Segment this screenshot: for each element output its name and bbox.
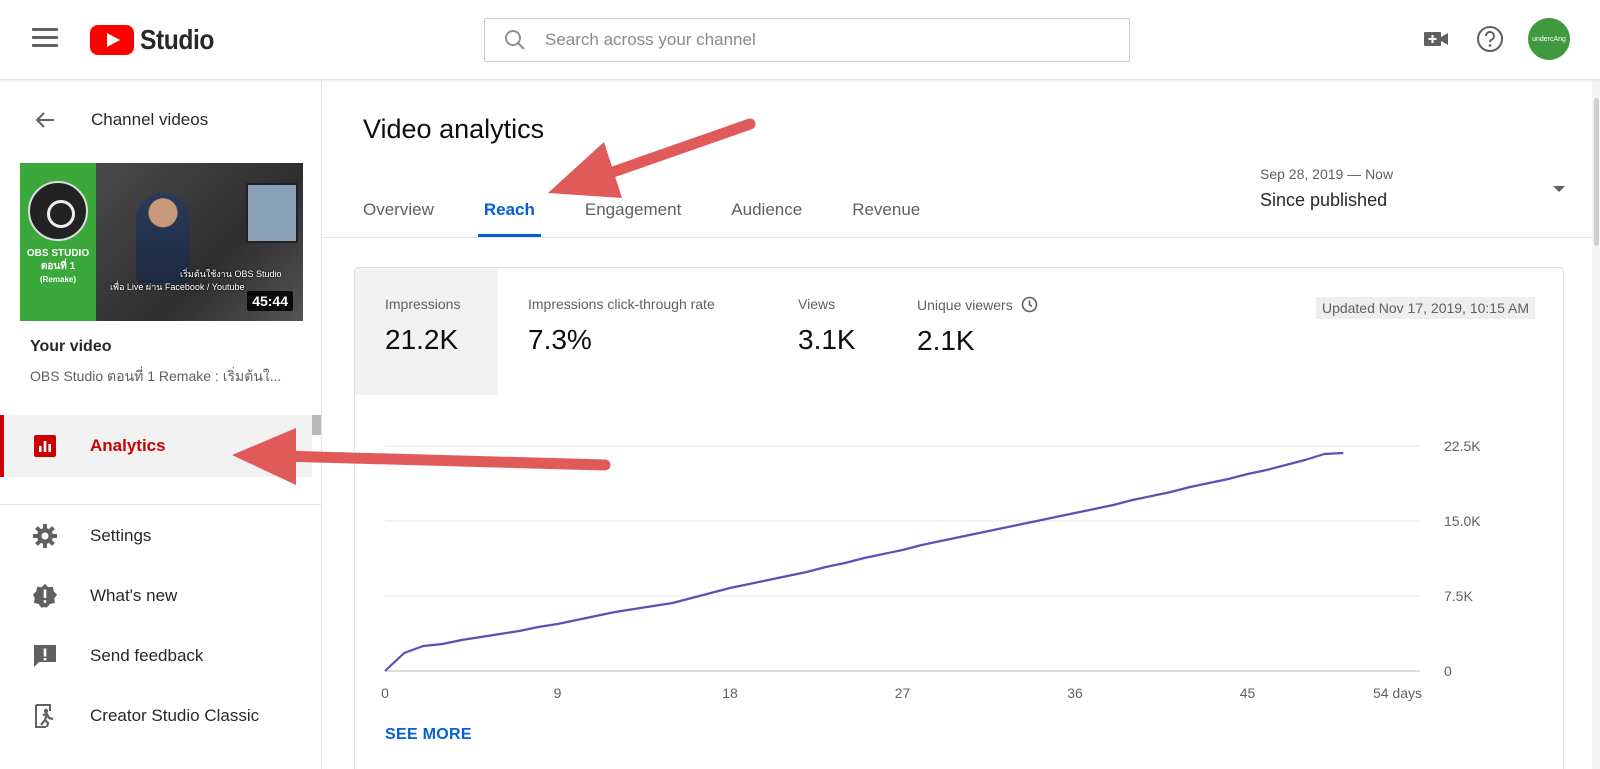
exit-icon xyxy=(32,703,58,729)
metric-impressions[interactable]: Impressions 21.2K xyxy=(385,296,460,356)
search-icon[interactable] xyxy=(485,28,545,52)
see-more-link[interactable]: SEE MORE xyxy=(385,726,472,743)
top-bar: Studio undercAng xyxy=(0,0,1600,80)
studio-logo[interactable]: Studio xyxy=(90,22,224,58)
impressions-series-line xyxy=(384,451,1344,672)
sidebar-item-creator-studio-classic[interactable]: Creator Studio Classic xyxy=(0,688,321,744)
help-icon[interactable] xyxy=(1474,23,1506,55)
thumbnail-person xyxy=(136,193,190,283)
create-video-icon[interactable] xyxy=(1420,23,1452,55)
sidebar-item-whats-new[interactable]: What's new xyxy=(0,568,321,624)
video-duration-badge: 45:44 xyxy=(247,291,293,311)
feedback-icon xyxy=(32,643,58,669)
metric-unique-viewers[interactable]: Unique viewers 2.1K xyxy=(917,296,1038,357)
video-title[interactable]: OBS Studio ตอนที่ 1 Remake : เริ่มต้นใ..… xyxy=(30,368,282,384)
thumbnail-obs-text: OBS STUDIO ตอนที่ 1 (Remake) xyxy=(20,247,96,286)
x-tick-label: 18 xyxy=(722,685,738,701)
thumbnail-monitor xyxy=(246,183,298,243)
thumbnail-text-3: (Remake) xyxy=(39,275,76,284)
back-arrow-icon[interactable] xyxy=(33,107,59,133)
x-tick-label: 0 xyxy=(381,685,389,701)
x-tick-label: 9 xyxy=(554,685,562,701)
tabs-divider xyxy=(322,237,1592,238)
page-scrollbar-track[interactable] xyxy=(1592,80,1600,769)
tab-reach[interactable]: Reach xyxy=(477,185,541,237)
video-thumbnail[interactable]: OBS STUDIO ตอนที่ 1 (Remake) เริ่มต้นใช้… xyxy=(20,163,303,321)
date-range-label: Since published xyxy=(1260,190,1388,210)
dropdown-caret-icon xyxy=(1553,186,1565,192)
metric-ctr-label: Impressions click-through rate xyxy=(528,296,715,312)
page-title: Video analytics xyxy=(363,114,545,144)
thumbnail-scene xyxy=(96,163,303,321)
thumbnail-obs-panel: OBS STUDIO ตอนที่ 1 (Remake) xyxy=(20,163,96,321)
tab-engagement[interactable]: Engagement xyxy=(584,200,682,219)
sidebar-item-send-feedback-label: Send feedback xyxy=(90,646,204,665)
hamburger-menu-icon[interactable] xyxy=(32,28,58,50)
metric-views[interactable]: Views 3.1K xyxy=(798,296,856,356)
impressions-line-chart: 0 7.5K 15.0K 22.5K 0 9 18 27 36 45 54 days xyxy=(381,438,1481,701)
y-tick-label: 22.5K xyxy=(1444,438,1481,454)
your-video-label: Your video xyxy=(30,338,112,355)
sidebar-item-settings[interactable]: Settings xyxy=(0,508,321,564)
metric-unique-viewers-value: 2.1K xyxy=(917,325,975,356)
x-tick-label: 45 xyxy=(1240,685,1256,701)
account-avatar[interactable]: undercAng xyxy=(1528,18,1570,60)
youtube-play-icon xyxy=(90,25,134,55)
analytics-chart-icon xyxy=(32,433,58,459)
y-tick-label: 7.5K xyxy=(1444,588,1473,604)
sidebar-divider xyxy=(0,504,321,505)
metric-views-label: Views xyxy=(798,296,836,312)
metric-impressions-value: 21.2K xyxy=(385,324,459,355)
gear-icon xyxy=(32,523,58,549)
sidebar-item-send-feedback[interactable]: Send feedback xyxy=(0,628,321,684)
metric-impressions-label: Impressions xyxy=(385,296,461,312)
tab-audience[interactable]: Audience xyxy=(731,200,803,219)
updated-timestamp: Updated Nov 17, 2019, 10:15 AM xyxy=(1315,297,1535,319)
metric-unique-viewers-label-row: Unique viewers xyxy=(917,296,1038,313)
metric-unique-viewers-label: Unique viewers xyxy=(917,296,1013,313)
analytics-tabs: Overview Reach Engagement Audience Reven… xyxy=(363,185,970,237)
sidebar-scrollbar[interactable] xyxy=(312,415,321,435)
search-box[interactable] xyxy=(484,18,1130,62)
tab-overview[interactable]: Overview xyxy=(363,200,434,219)
x-tick-label: 27 xyxy=(895,685,911,701)
thumbnail-caption: เริ่มต้นใช้งาน OBS Studio เพื่อ Live ผ่า… xyxy=(110,268,281,294)
sidebar-item-analytics[interactable]: Analytics xyxy=(0,415,312,477)
date-range-dropdown[interactable]: Sep 28, 2019 — Now Since published xyxy=(1260,166,1565,218)
page-scrollbar-thumb[interactable] xyxy=(1594,98,1599,246)
obs-logo-icon xyxy=(28,181,88,241)
thumbnail-caption-1: เริ่มต้นใช้งาน OBS Studio xyxy=(180,269,282,279)
search-input[interactable] xyxy=(545,30,1129,50)
sidebar: Channel videos OBS STUDIO ตอนที่ 1 (Rema… xyxy=(0,80,322,769)
active-metric-highlight xyxy=(355,268,498,395)
thumbnail-text-1: OBS STUDIO xyxy=(26,248,90,259)
main-content: Video analytics Overview Reach Engagemen… xyxy=(322,80,1592,769)
metric-ctr-value: 7.3% xyxy=(528,324,592,355)
clock-icon xyxy=(1021,296,1038,313)
avatar-text: undercAng xyxy=(1532,35,1566,43)
metric-views-value: 3.1K xyxy=(798,324,856,355)
logo-text: Studio xyxy=(140,24,215,55)
back-label: Channel videos xyxy=(91,110,209,129)
y-tick-label: 15.0K xyxy=(1444,513,1481,529)
y-tick-label: 0 xyxy=(1444,663,1452,679)
tab-revenue[interactable]: Revenue xyxy=(852,200,921,219)
thumbnail-text-2: ตอนที่ 1 xyxy=(40,261,76,272)
metric-ctr[interactable]: Impressions click-through rate 7.3% xyxy=(528,296,715,356)
thumbnail-caption-2: เพื่อ Live ผ่าน Facebook / Youtube xyxy=(110,282,245,292)
reach-card: Impressions 21.2K Impressions click-thro… xyxy=(354,267,1564,769)
back-to-channel-videos[interactable]: Channel videos xyxy=(0,100,208,140)
sidebar-item-settings-label: Settings xyxy=(90,526,152,545)
sidebar-item-creator-studio-classic-label: Creator Studio Classic xyxy=(90,706,260,725)
sidebar-item-whats-new-label: What's new xyxy=(90,586,178,605)
x-tick-label: 54 days xyxy=(1373,685,1422,701)
date-range-dates: Sep 28, 2019 — Now xyxy=(1260,166,1394,182)
sidebar-item-analytics-label: Analytics xyxy=(90,436,166,455)
x-tick-label: 36 xyxy=(1067,685,1083,701)
alert-badge-icon xyxy=(32,583,58,609)
